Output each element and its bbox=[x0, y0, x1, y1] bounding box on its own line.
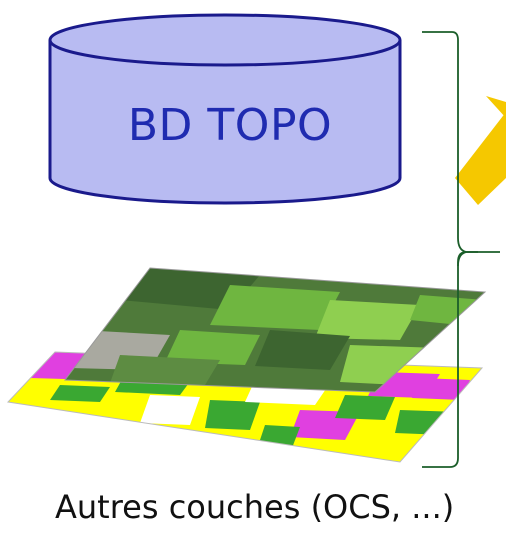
layers-caption: Autres couches (OCS, ...) bbox=[55, 488, 506, 526]
bottom-brace bbox=[422, 252, 500, 467]
arrow-shape bbox=[455, 96, 506, 205]
top-brace bbox=[422, 32, 478, 266]
database-label: BD TOPO bbox=[60, 100, 400, 151]
